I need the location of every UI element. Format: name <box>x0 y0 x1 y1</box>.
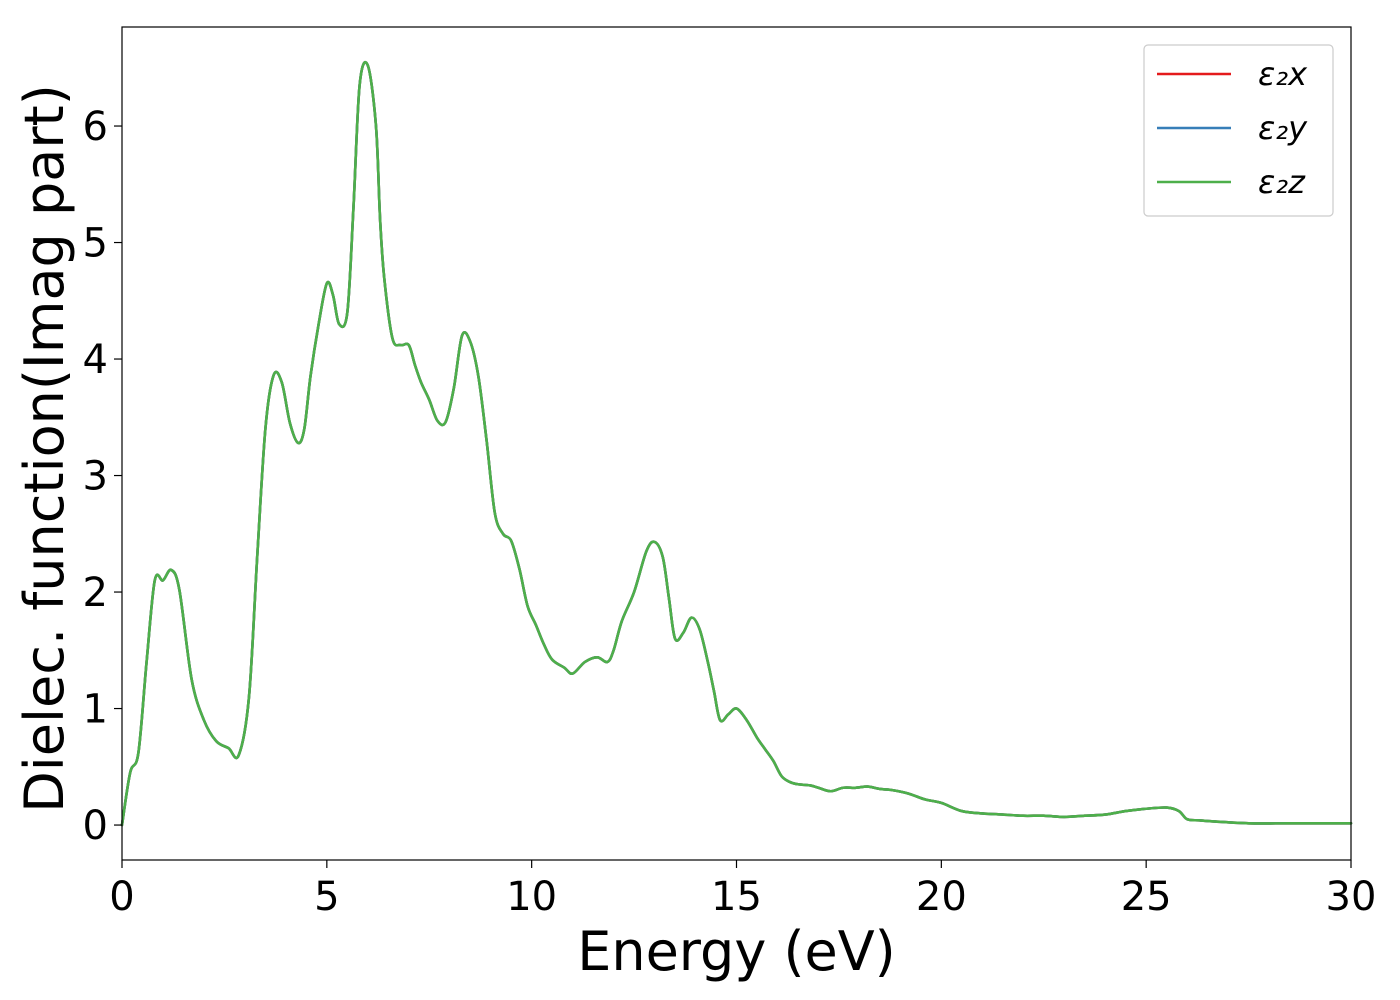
x-axis-ticks: 0 5 10 15 20 25 30 <box>109 860 1376 920</box>
legend: ε₂x ε₂y ε₂z <box>1143 44 1334 217</box>
y-tick-label: 4 <box>83 337 108 383</box>
x-tick-label: 15 <box>711 874 762 920</box>
legend-box <box>1143 44 1334 217</box>
legend-label-2: ε₂y <box>1258 109 1308 147</box>
x-tick-label: 5 <box>314 874 339 920</box>
y-axis-label: Dielec. function(Imag part) <box>13 84 76 813</box>
x-tick-label: 25 <box>1121 874 1172 920</box>
legend-label-1: ε₂x <box>1258 55 1308 93</box>
y-tick-label: 0 <box>83 803 108 849</box>
legend-label-3: ε₂z <box>1258 163 1306 201</box>
x-tick-label: 10 <box>506 874 557 920</box>
y-tick-label: 3 <box>83 454 108 500</box>
y-tick-label: 2 <box>83 570 108 616</box>
y-axis-ticks: 0 1 2 3 4 5 6 <box>83 104 122 849</box>
y-tick-label: 6 <box>83 104 108 150</box>
y-tick-label: 1 <box>83 687 108 733</box>
x-tick-label: 20 <box>916 874 967 920</box>
x-tick-label: 30 <box>1326 874 1377 920</box>
plot-lines <box>120 61 1353 827</box>
series-line-3 <box>120 61 1353 827</box>
x-tick-label: 0 <box>109 874 134 920</box>
x-axis-label: Energy (eV) <box>577 920 896 983</box>
y-tick-label: 5 <box>83 221 108 267</box>
